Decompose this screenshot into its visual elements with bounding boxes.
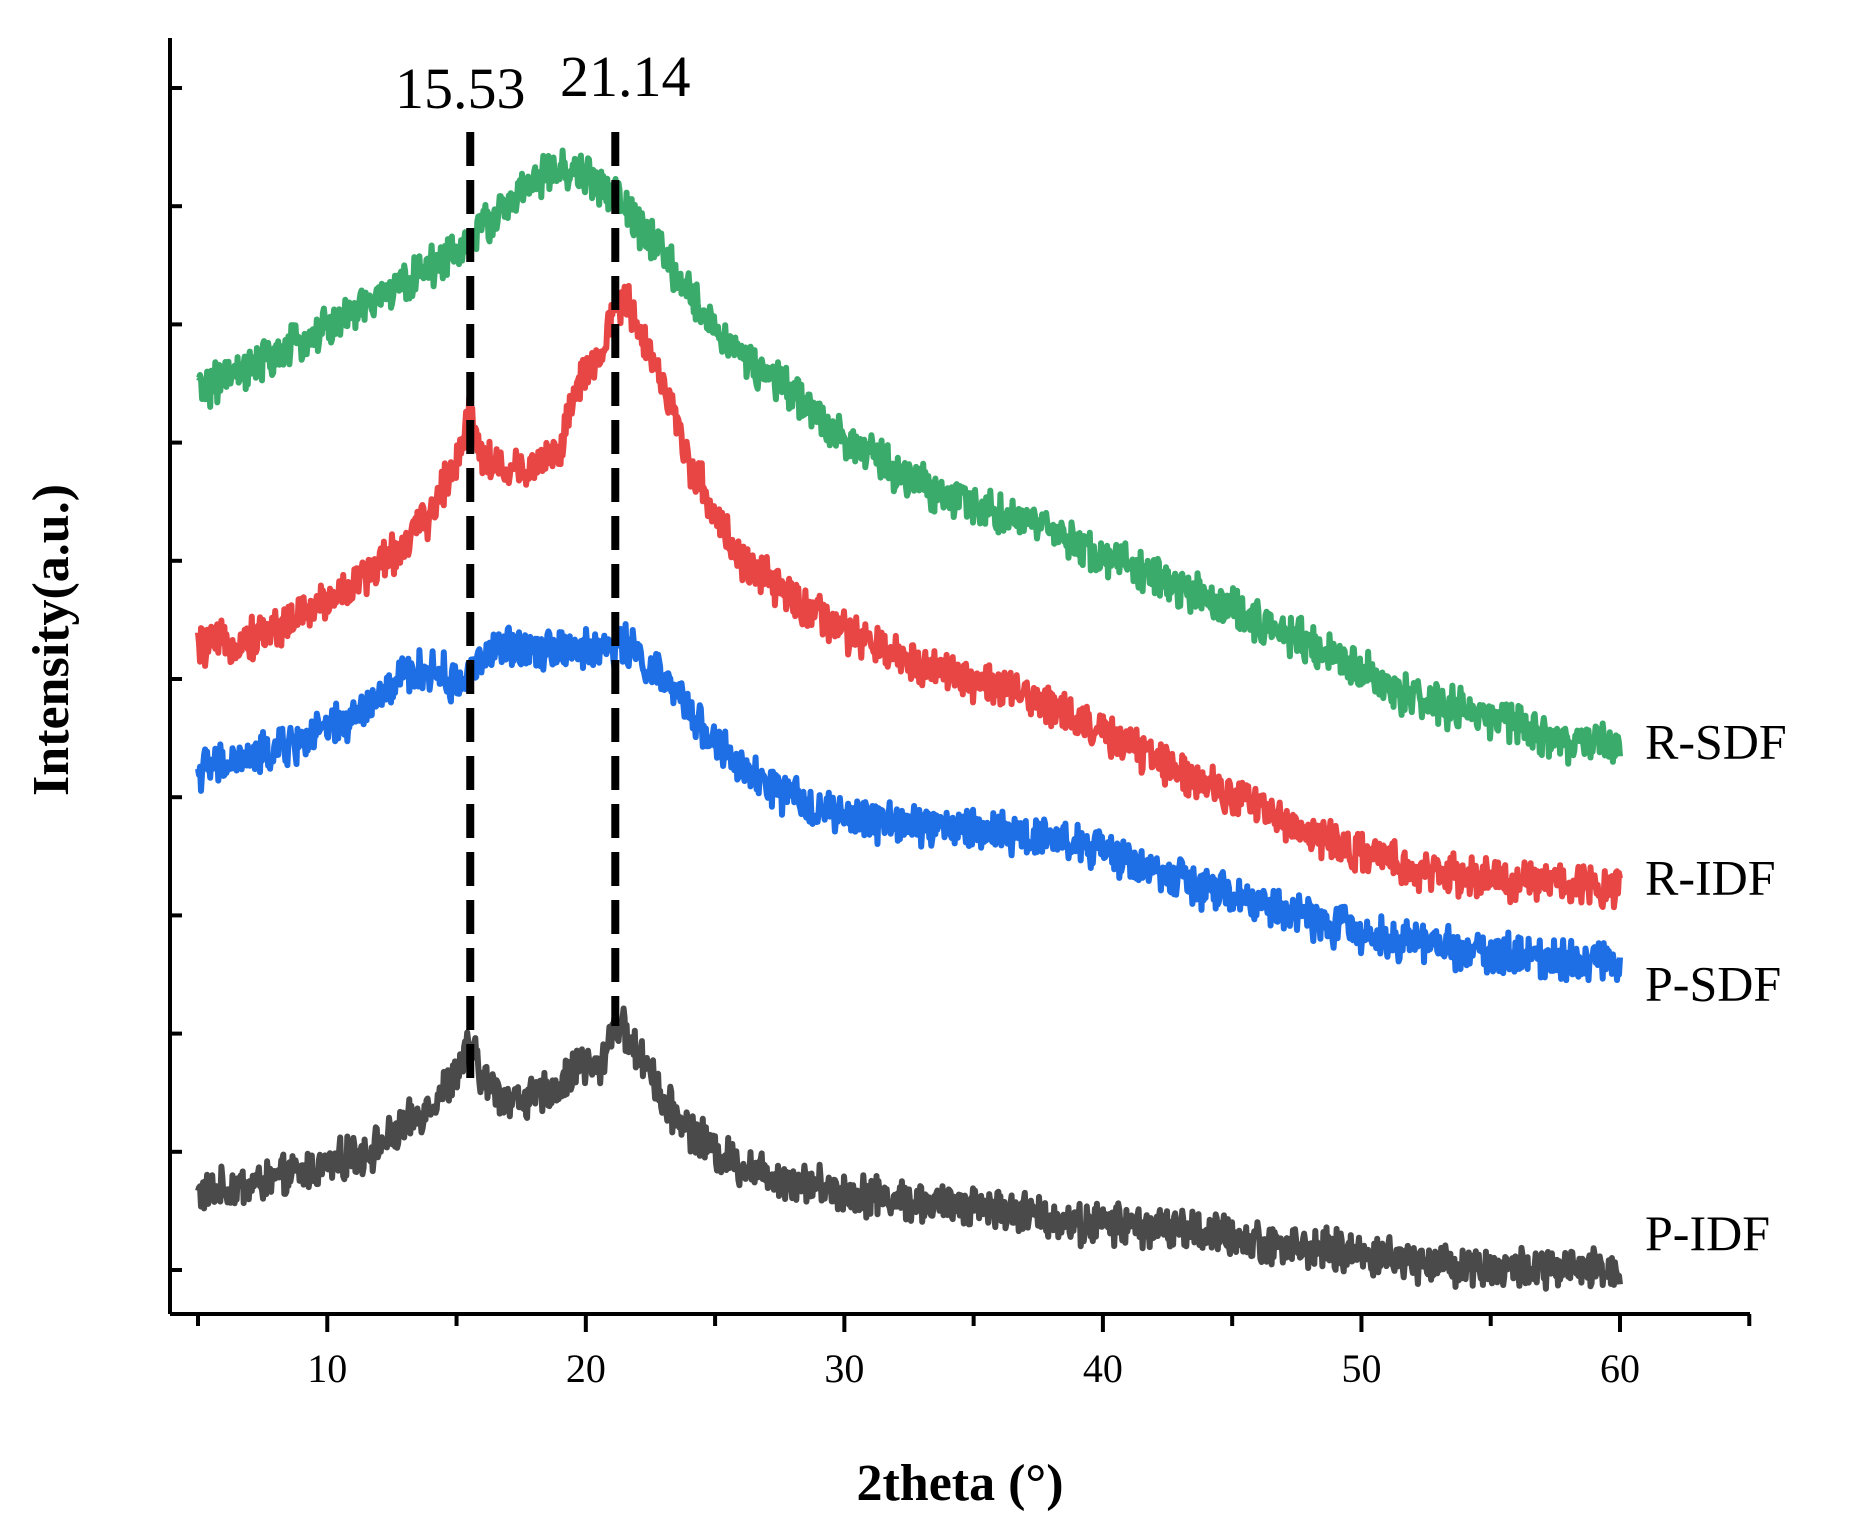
series-line-r-sdf	[196, 147, 1623, 767]
series-layer	[195, 147, 1623, 1292]
series-labels: P-IDF P-SDF R-IDF R-SDF	[1645, 713, 1787, 1261]
series-label-p-sdf: P-SDF	[1645, 956, 1781, 1012]
x-tick-label-20: 20	[566, 1346, 606, 1391]
x-axis-title: 2theta (°)	[856, 1455, 1063, 1512]
x-tick-label-40: 40	[1083, 1346, 1123, 1391]
y-axis-title: Intensity(a.u.)	[23, 484, 80, 796]
x-tick-label-30: 30	[824, 1346, 864, 1391]
series-line-p-idf	[195, 1003, 1623, 1292]
series-line-p-sdf	[195, 621, 1623, 984]
axes	[168, 38, 1750, 1316]
y-ticks	[170, 86, 182, 1272]
peak-label-1: 21.14	[560, 44, 691, 109]
series-label-p-idf: P-IDF	[1645, 1205, 1770, 1261]
peak-markers: 15.53 21.14	[395, 44, 691, 1078]
series-line-r-idf	[195, 282, 1623, 911]
x-tick-label-10: 10	[307, 1346, 347, 1391]
series-label-r-idf: R-IDF	[1645, 849, 1776, 905]
series-label-r-sdf: R-SDF	[1645, 713, 1787, 769]
x-tick-label-60: 60	[1600, 1346, 1640, 1391]
x-ticks: 10 20 30 40 50 60	[196, 1314, 1752, 1391]
x-tick-label-50: 50	[1341, 1346, 1381, 1391]
peak-label-0: 15.53	[395, 56, 526, 121]
